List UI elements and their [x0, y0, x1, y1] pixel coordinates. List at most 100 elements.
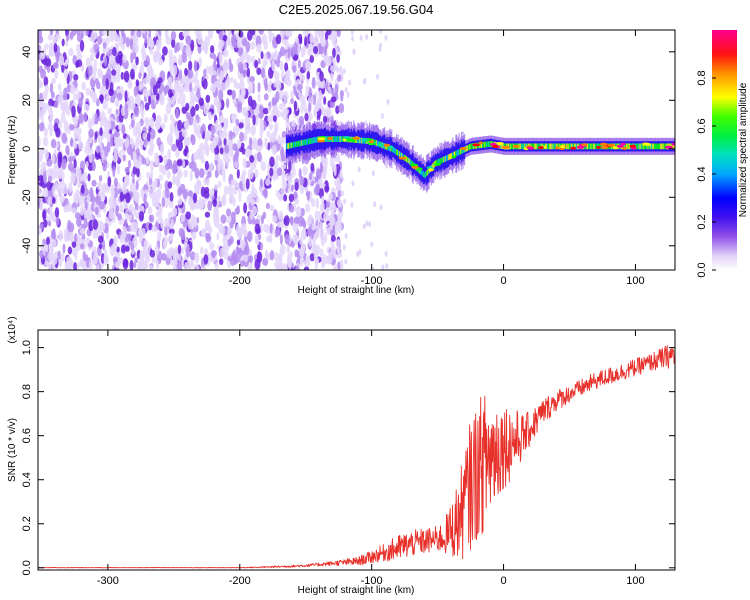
noise-cell [235, 82, 240, 90]
noise-cell [49, 30, 54, 36]
signal-cell [432, 163, 434, 170]
signal-cell [458, 149, 460, 156]
noise-cell [301, 75, 306, 82]
noise-cell [308, 102, 312, 113]
signal-peak [526, 146, 535, 150]
noise-cell [282, 136, 287, 144]
signal-cell [442, 156, 444, 163]
signal-cell [340, 136, 342, 142]
noise-cell [132, 165, 137, 175]
noise-cell [175, 138, 180, 147]
noise-cell [247, 30, 253, 41]
noise-cell [139, 249, 144, 262]
noise-cell [68, 156, 73, 163]
noise-cell [140, 60, 145, 69]
noise-cell [223, 138, 227, 146]
noise-cell [277, 134, 281, 145]
signal-cell [557, 143, 559, 150]
noise-cell [79, 227, 86, 235]
noise-cell [193, 60, 198, 72]
signal-cell [383, 142, 385, 149]
noise-cell [121, 123, 126, 135]
noise-cell [260, 51, 264, 60]
noise-cell [148, 187, 155, 199]
noise-cell [285, 39, 289, 51]
noise-cell [314, 231, 320, 239]
noise-cell [150, 128, 156, 140]
noise-cell [142, 88, 148, 97]
noise-cell [149, 116, 155, 129]
noise-cell [285, 117, 290, 128]
noise-cell [83, 103, 90, 112]
signal-cell [646, 143, 648, 150]
noise-cell [330, 244, 336, 256]
noise-cell [263, 93, 269, 101]
noise-cell [85, 237, 91, 244]
signal-cell [628, 143, 630, 150]
noise-cell [120, 30, 125, 37]
signal-peak [612, 146, 618, 150]
noise-cell [133, 43, 140, 54]
noise-cell [250, 199, 256, 206]
noise-cell [212, 198, 217, 208]
noise-cell [371, 170, 375, 177]
noise-cell [98, 175, 103, 182]
noise-cell [190, 106, 196, 117]
noise-cell [359, 34, 363, 41]
noise-cell [309, 55, 315, 64]
noise-cell [223, 117, 229, 128]
noise-cell [319, 71, 324, 82]
noise-cell [113, 31, 118, 43]
noise-cell [44, 149, 49, 161]
noise-cell [325, 55, 332, 67]
noise-cell [146, 171, 150, 179]
noise-cell [48, 42, 54, 52]
signal-cell [456, 150, 459, 156]
signal-peak [555, 146, 560, 150]
signal-cell [308, 138, 310, 145]
signal-cell [488, 141, 490, 148]
noise-cell [158, 183, 163, 190]
noise-cell [305, 84, 310, 95]
noise-cell [177, 198, 183, 206]
noise-cell [76, 43, 80, 54]
signal-cell [501, 143, 503, 149]
noise-cell [228, 130, 233, 141]
noise-cell [76, 216, 82, 227]
noise-cell [280, 154, 286, 162]
signal-cell [443, 156, 445, 163]
colorbar-tick-label-0: 0.0 [696, 262, 708, 277]
noise-cell [227, 238, 233, 247]
noise-cell [51, 153, 56, 164]
noise-cell [156, 137, 162, 147]
noise-cell [154, 177, 158, 188]
noise-cell [92, 246, 97, 254]
noise-cell [340, 190, 344, 197]
noise-cell [268, 234, 273, 243]
noise-cell [76, 50, 83, 63]
noise-cell [205, 130, 212, 141]
noise-cell [38, 162, 41, 170]
noise-cell [351, 180, 355, 187]
noise-cell [164, 187, 170, 199]
signal-peak [472, 143, 480, 147]
signal-cell [484, 141, 486, 148]
noise-cell [124, 103, 129, 111]
noise-cell [281, 179, 288, 190]
noise-cell [130, 30, 135, 37]
noise-cell [223, 185, 229, 196]
noise-cell [294, 198, 300, 205]
noise-cell [264, 137, 268, 150]
signal-cell [600, 143, 603, 150]
signal-cell [425, 171, 427, 178]
noise-cell [273, 80, 278, 88]
signal-cell [510, 143, 512, 150]
noise-cell [196, 87, 200, 99]
noise-cell [227, 30, 232, 37]
noise-cell [212, 136, 218, 149]
noise-cell [274, 70, 280, 82]
noise-cell [39, 200, 44, 211]
noise-cell [330, 234, 336, 242]
noise-cell [384, 34, 388, 41]
noise-cell [240, 142, 245, 150]
